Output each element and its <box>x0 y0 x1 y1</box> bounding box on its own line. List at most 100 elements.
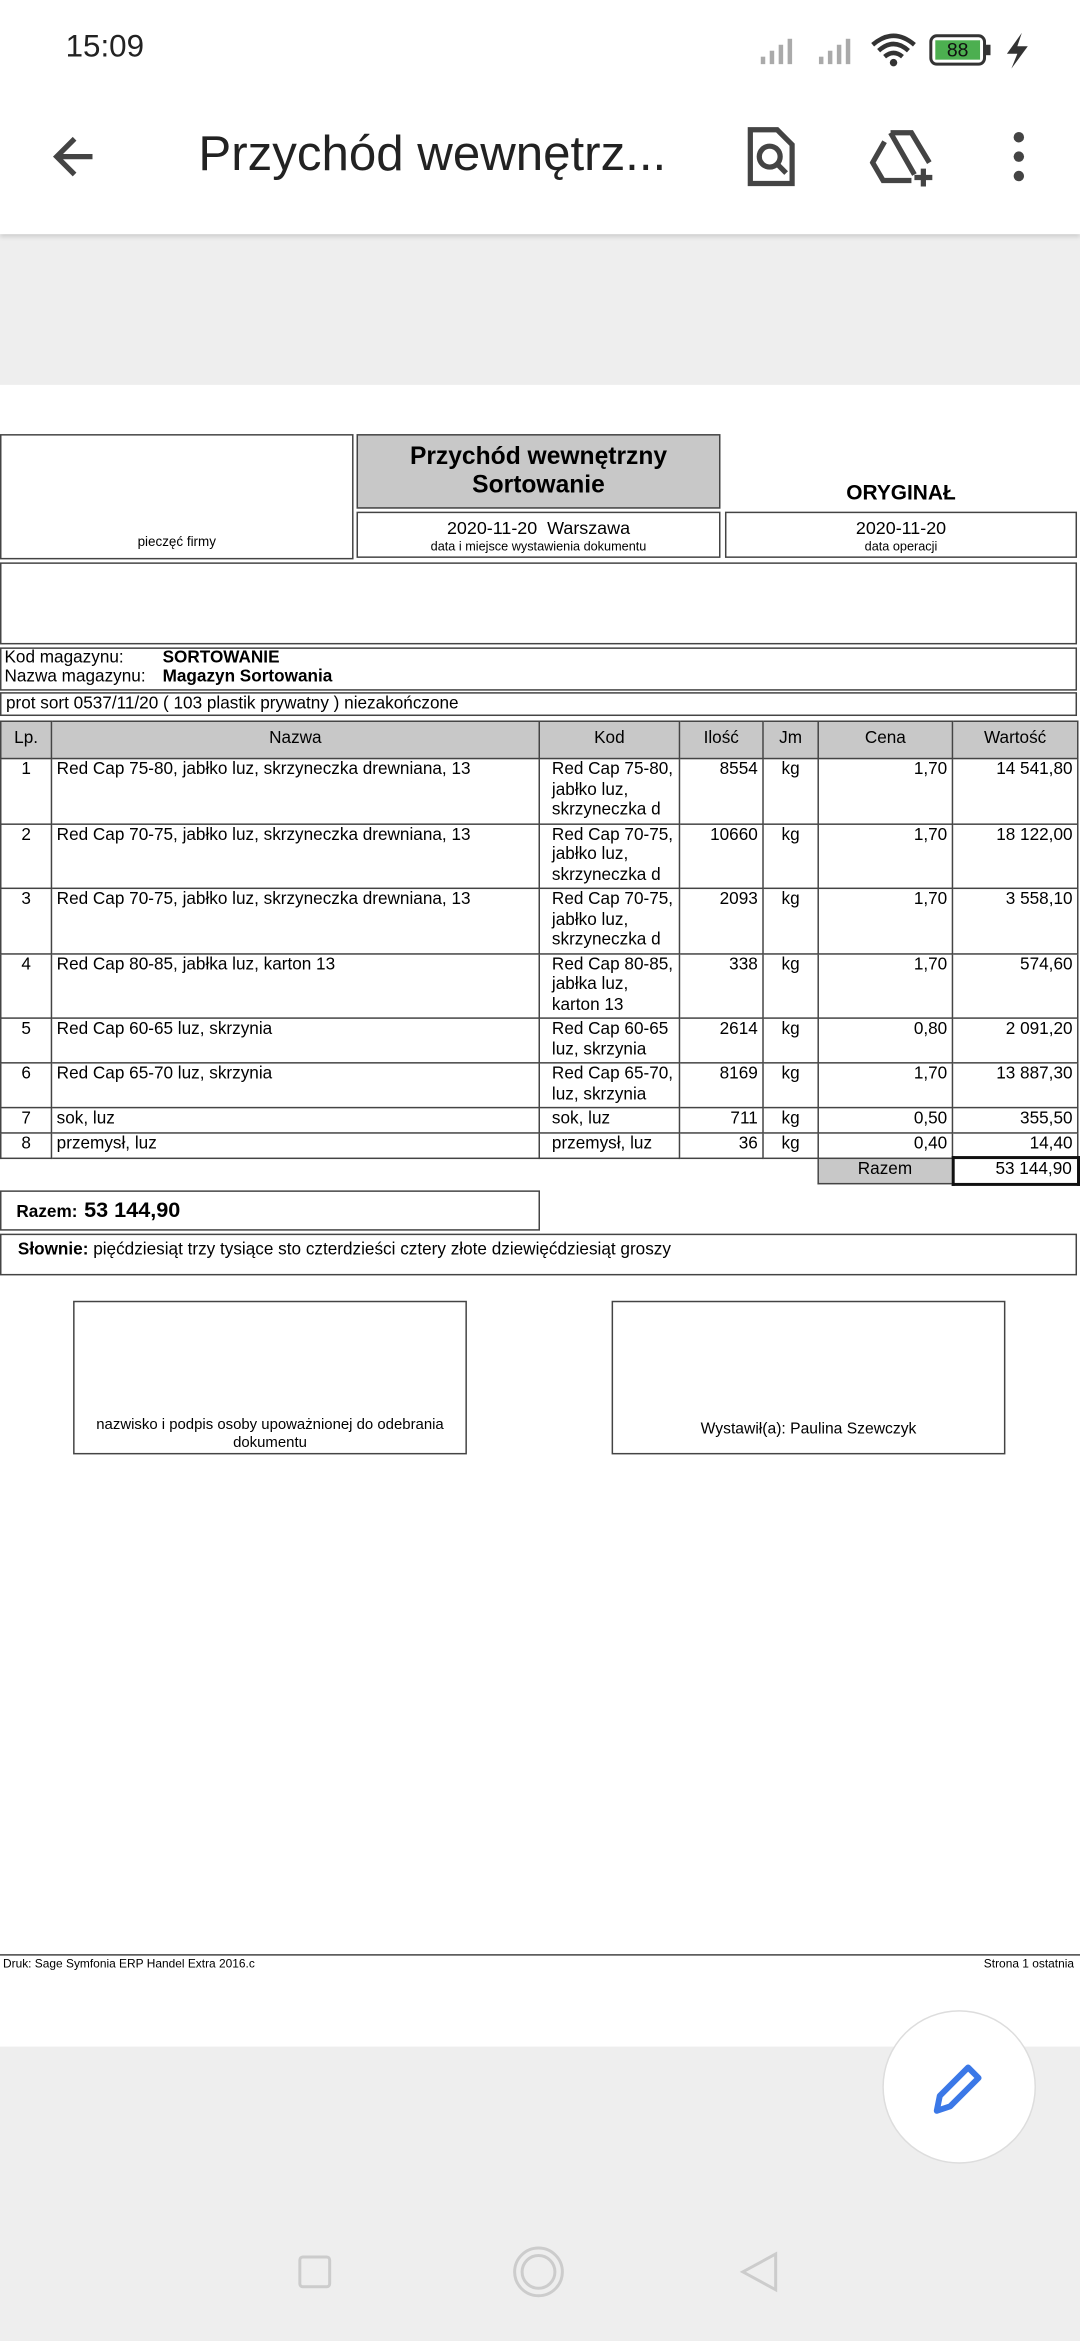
cell: kg <box>762 757 819 825</box>
cell: 1,70 <box>817 757 954 825</box>
cell: Red Cap 75-80, jabłko luz, skrzyneczka d… <box>50 757 540 825</box>
cell: sok, luz <box>538 1106 681 1133</box>
cell: 0,80 <box>817 1017 954 1064</box>
column-header: Jm <box>762 720 819 760</box>
battery-level: 88 <box>947 40 969 62</box>
footer-line <box>0 1954 1080 1956</box>
cell: 3 558,10 <box>951 887 1079 954</box>
note: prot sort 0537/11/20 ( 103 plastik prywa… <box>0 692 1078 717</box>
sum-label: Razem: <box>16 1203 78 1222</box>
cell: 14,40 <box>951 1131 1079 1159</box>
cell: Red Cap 60-65 luz, skrzynia <box>538 1017 681 1064</box>
item-row: 1 Red Cap 75-80, jabłko luz, skrzyneczka … <box>0 757 1079 825</box>
cell: 8169 <box>678 1062 764 1109</box>
item-row: 7 sok, luz sok, luz 711 kg 0,50 355,50 <box>0 1106 1079 1133</box>
doc-subtitle: Sortowanie <box>472 471 605 499</box>
item-row: 8 przemysł, luz przemysł, luz 36 kg 0,40 14,40 <box>0 1131 1079 1159</box>
cell: kg <box>762 952 819 1019</box>
find-button[interactable] <box>741 124 801 190</box>
item-row: 6 Red Cap 65-70 luz, skrzynia Red Cap 65-7… <box>0 1062 1079 1109</box>
issuer-caption: Wystawił(a): Paulina Szewczyk <box>700 1420 917 1439</box>
cell: Red Cap 70-75, jabłko luz, skrzyneczka d <box>538 887 681 954</box>
cell: 18 122,00 <box>951 822 1079 890</box>
cell: kg <box>762 1017 819 1064</box>
drive-add-button[interactable] <box>869 124 939 190</box>
stamp-box: pieczęć firmy <box>0 434 354 560</box>
cell: kg <box>762 822 819 890</box>
cell: Red Cap 65-70 luz, skrzynia <box>50 1062 540 1109</box>
warehouse-box: Kod magazynu: SORTOWANIE Nazwa magazynu:… <box>0 647 1078 691</box>
title-box: Przychód wewnętrzny Sortowanie <box>356 434 721 509</box>
cell: 355,50 <box>951 1106 1079 1133</box>
cell: 574,60 <box>951 952 1079 1019</box>
copy-label: ORYGINAŁ <box>846 480 956 505</box>
cell: 1,70 <box>817 952 954 1019</box>
cell: 36 <box>678 1131 764 1159</box>
total-value: 53 144,90 <box>950 1156 1080 1186</box>
cell: 2093 <box>678 887 764 954</box>
cell: 10660 <box>678 822 764 890</box>
more-button[interactable] <box>1002 128 1035 188</box>
cell: 6 <box>0 1062 53 1109</box>
app-title: Przychód wewnętrz... <box>198 125 667 181</box>
column-header: Nazwa <box>50 720 540 760</box>
column-header: Wartość <box>951 720 1079 760</box>
cell: Red Cap 75-80, jabłko luz, skrzyneczka d <box>538 757 681 825</box>
cell: kg <box>762 887 819 954</box>
cell: 2 091,20 <box>951 1017 1079 1064</box>
footer-left: Druk: Sage Symfonia ERP Handel Extra 201… <box>2 1957 255 1971</box>
receiver-caption: nazwisko i podpis osoby upoważnionej do … <box>96 1417 444 1452</box>
cell: kg <box>762 1131 819 1159</box>
item-row: 4 Red Cap 80-85, jabłka luz, karton 13 Red… <box>0 952 1079 1019</box>
cell: 2 <box>0 822 53 890</box>
issue-box: 2020-11-20 Warszawa data i miejsce wysta… <box>356 511 721 558</box>
home-button[interactable] <box>513 2246 564 2298</box>
sum-value: 53 144,90 <box>84 1199 181 1224</box>
operation-date: 2020-11-20 <box>855 517 947 539</box>
receiver-signature-box: nazwisko i podpis osoby upoważnionej do … <box>73 1300 467 1455</box>
column-header: Ilość <box>678 720 764 760</box>
status-icons: 88 <box>760 32 1028 69</box>
cell: 7 <box>0 1106 53 1133</box>
words-text: pięćdziesiąt trzy tysiące sto czterdzieś… <box>93 1241 671 1260</box>
cell: przemysł, luz <box>50 1131 540 1159</box>
back-nav-button[interactable] <box>739 2251 778 2293</box>
doc-title: Przychód wewnętrzny <box>409 443 668 470</box>
items-table: Lp. Nazwa Kod Ilość Jm Cena Wartość 1 Red Cap 7… <box>0 720 1080 1186</box>
item-row: 5 Red Cap 60-65 luz, skrzynia Red Cap 60-6… <box>0 1017 1079 1064</box>
operation-caption: data operacji <box>864 538 938 554</box>
cell: 4 <box>0 952 53 1019</box>
item-row: 2 Red Cap 70-75, jabłko luz, skrzyneczka … <box>0 822 1079 890</box>
cell: 5 <box>0 1017 53 1064</box>
cell: 1,70 <box>817 1062 954 1109</box>
nav-bar <box>298 2246 778 2298</box>
column-header: Kod <box>538 720 681 760</box>
issuer-signature-box: Wystawił(a): Paulina Szewczyk <box>611 1300 1006 1455</box>
cell: 1 <box>0 757 53 825</box>
column-header: Lp. <box>0 720 53 760</box>
cell: 0,40 <box>817 1131 954 1159</box>
cell: sok, luz <box>50 1106 540 1133</box>
total-label: Razem <box>817 1156 954 1185</box>
cell: Red Cap 70-75, jabłko luz, skrzyneczka d… <box>50 887 540 954</box>
back-button[interactable] <box>45 127 111 187</box>
edit-fab[interactable] <box>880 2008 1041 2169</box>
clock: 15:09 <box>65 29 145 65</box>
cell: 13 887,30 <box>951 1062 1079 1109</box>
cell: Red Cap 65-70, luz, skrzynia <box>538 1062 681 1109</box>
cell: 3 <box>0 887 53 954</box>
column-header: Cena <box>817 720 954 760</box>
cell: 2614 <box>678 1017 764 1064</box>
warehouse-code-label: Kod magazynu: <box>4 648 124 667</box>
cell: 8 <box>0 1131 53 1159</box>
cell: 8554 <box>678 757 764 825</box>
cell: Red Cap 60-65 luz, skrzynia <box>50 1017 540 1064</box>
stamp-caption: pieczęć firmy <box>137 534 216 549</box>
item-row: 3 Red Cap 70-75, jabłko luz, skrzyneczka … <box>0 887 1079 954</box>
pdf-page: pieczęć firmy Przychód wewnętrzny Sortow… <box>0 384 1080 2047</box>
cell: 14 541,80 <box>951 757 1079 825</box>
total-row: Razem 53 144,90 <box>1 1156 1080 1186</box>
warehouse-code: SORTOWANIE <box>162 648 280 667</box>
recent-button[interactable] <box>298 2255 332 2289</box>
